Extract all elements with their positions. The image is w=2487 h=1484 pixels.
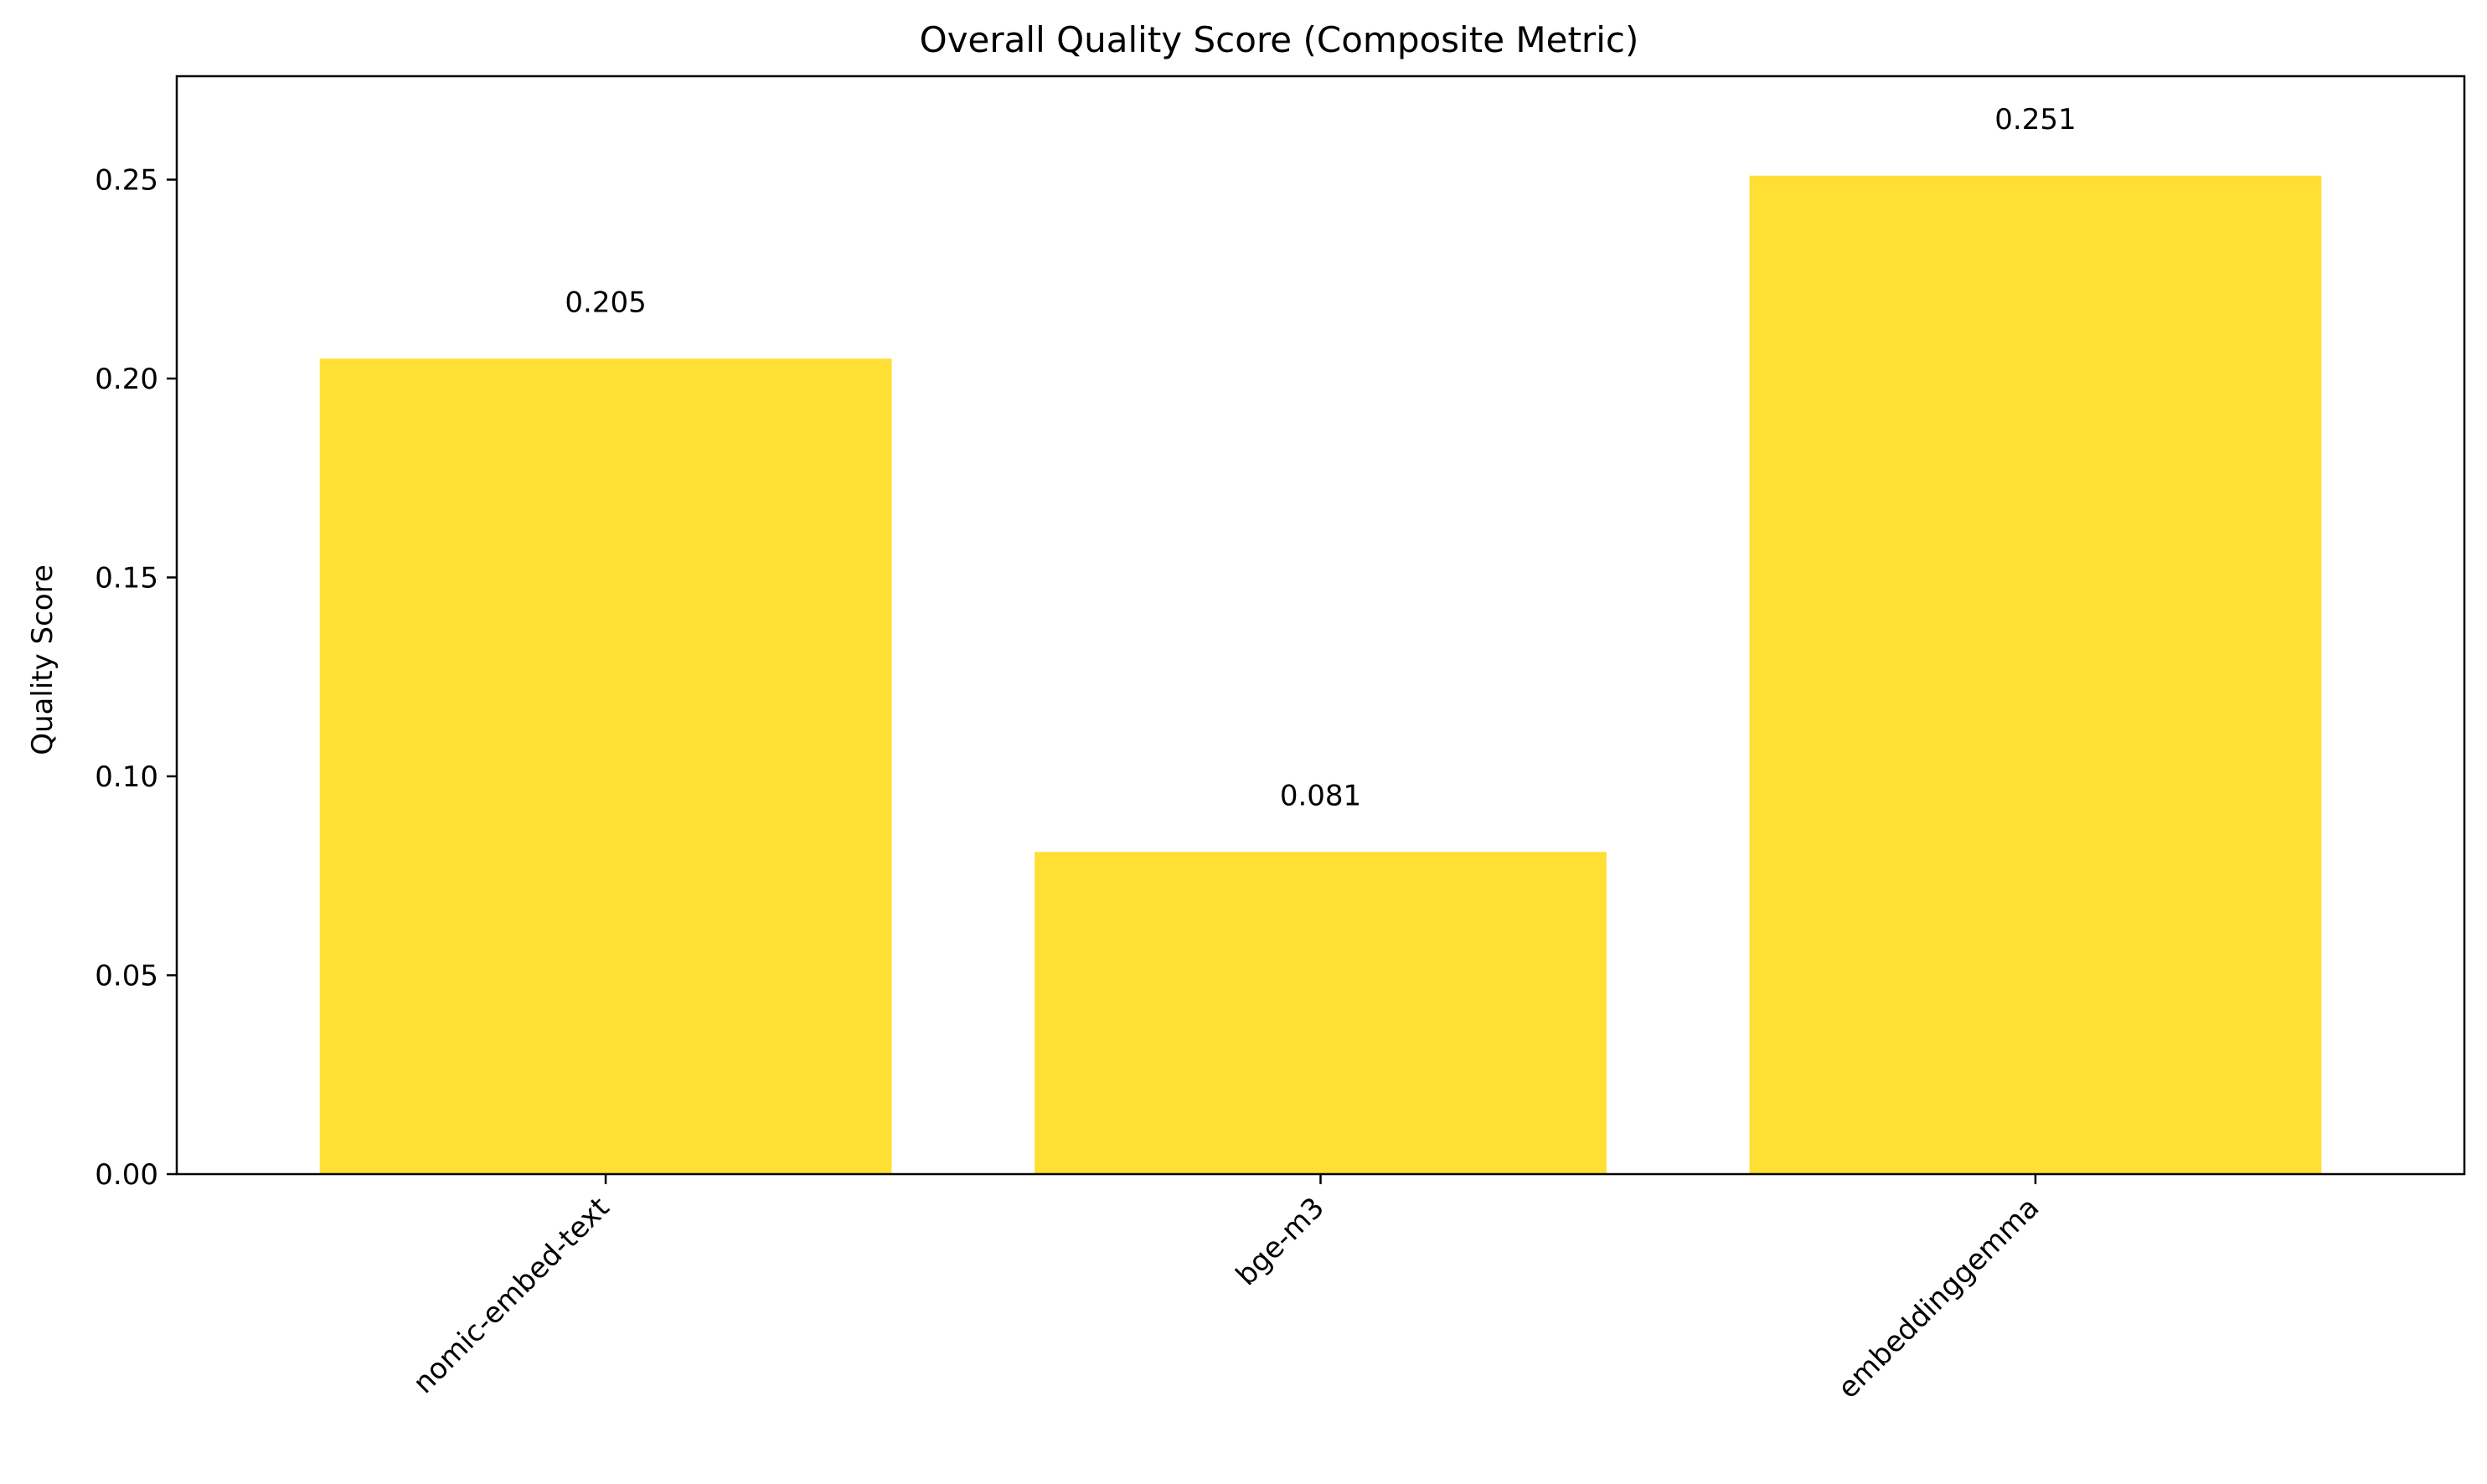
chart-title: Overall Quality Score (Composite Metric) <box>920 19 1639 60</box>
value-label-bge-m3: 0.081 <box>1280 779 1361 812</box>
bar-embeddinggemma <box>1750 176 2322 1174</box>
y-tick-label: 0.00 <box>95 1158 158 1192</box>
bar-bge-m3 <box>1035 852 1607 1174</box>
y-tick-label: 0.20 <box>95 363 158 396</box>
y-tick-label: 0.05 <box>95 960 158 993</box>
value-label-embeddinggemma: 0.251 <box>1994 103 2076 137</box>
y-tick-label: 0.25 <box>95 164 158 198</box>
value-label-nomic-embed-text: 0.205 <box>565 286 646 319</box>
bar-nomic-embed-text <box>320 358 892 1174</box>
y-tick-label: 0.15 <box>95 562 158 595</box>
y-tick-label: 0.10 <box>95 760 158 794</box>
y-axis-label: Quality Score <box>26 564 59 755</box>
